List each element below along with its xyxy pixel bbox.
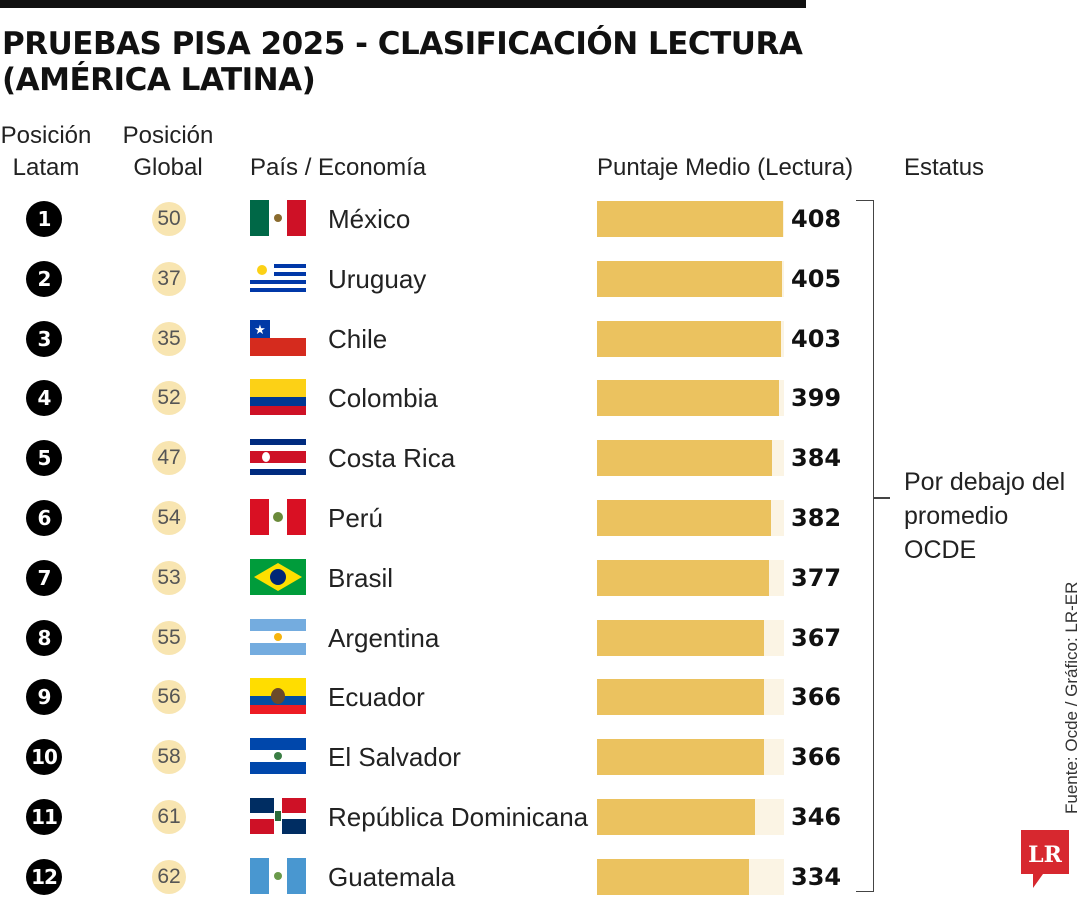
- colombia-flag: [250, 379, 306, 416]
- lr-logo: LR: [1021, 830, 1069, 888]
- svg-text:★: ★: [254, 322, 266, 337]
- rank-global-badge: 58: [152, 740, 186, 775]
- score-value: 384: [791, 444, 842, 473]
- country-name: Colombia: [328, 383, 438, 414]
- table-row: 1 50 México 408: [0, 199, 880, 239]
- chile-flag: ★: [250, 319, 306, 356]
- header-posicion-latam: Posición Latam: [0, 122, 92, 181]
- mexico-flag: [250, 200, 306, 236]
- rank-global-badge: 56: [152, 680, 186, 715]
- score-bar: [597, 380, 779, 417]
- table-row: 12 62 Guatemala 334: [0, 857, 880, 897]
- score-value: 399: [791, 384, 842, 413]
- table-row: 11 61 República Dominicana 346: [0, 797, 880, 837]
- el-salvador-flag: [250, 738, 306, 775]
- republica-dominicana-flag: [250, 798, 306, 834]
- score-value: 405: [791, 264, 842, 293]
- country-name: Costa Rica: [328, 443, 456, 474]
- rank-latam-badge: 3: [26, 320, 62, 357]
- score-bar: [597, 739, 764, 776]
- rank-latam-badge: 5: [26, 440, 62, 477]
- rank-latam-badge: 1: [26, 201, 62, 237]
- rank-global-badge: 54: [152, 501, 186, 535]
- header-puntaje: Puntaje Medio (Lectura): [597, 154, 854, 181]
- country-name: Guatemala: [328, 861, 456, 892]
- score-bar: [597, 260, 782, 297]
- table-row: 6 54 Perú 382: [0, 498, 880, 538]
- rank-global-badge: 62: [152, 859, 186, 894]
- peru-flag: [250, 499, 306, 535]
- table-row: 2 37 Uruguay 405: [0, 259, 880, 299]
- score-bar: [597, 559, 769, 596]
- score-bar: [597, 858, 750, 895]
- rank-latam-badge: 11: [26, 799, 62, 835]
- rank-latam-badge: 12: [26, 858, 62, 895]
- country-name: Perú: [328, 503, 383, 533]
- country-name: República Dominicana: [328, 802, 589, 832]
- rank-latam-badge: 6: [26, 500, 62, 536]
- score-value: 366: [791, 683, 842, 712]
- argentina-flag: [250, 618, 306, 655]
- score-bar: [597, 679, 764, 716]
- score-value: 367: [791, 623, 842, 652]
- guatemala-flag: [250, 857, 306, 894]
- table-row: 4 52 Colombia 399: [0, 378, 880, 418]
- table-row: 10 58 El Salvador 366: [0, 737, 880, 777]
- rank-latam-badge: 9: [26, 679, 62, 716]
- rank-latam-badge: 10: [26, 739, 62, 776]
- score-value: 366: [791, 743, 842, 772]
- score-value: 334: [791, 862, 842, 891]
- table-row: 9 56 Ecuador 366: [0, 677, 880, 717]
- score-value: 377: [791, 563, 842, 592]
- rank-global-badge: 52: [152, 381, 186, 416]
- status-label: Por debajo del promedio OCDE: [904, 468, 1066, 564]
- table-row: 5 47 Costa Rica 384: [0, 438, 880, 478]
- uruguay-flag: [250, 259, 306, 296]
- country-name: Argentina: [328, 622, 440, 653]
- rank-global-badge: 35: [152, 321, 186, 356]
- rank-global-badge: 53: [152, 560, 186, 595]
- rank-global-badge: 47: [152, 441, 186, 476]
- score-value: 382: [791, 504, 842, 532]
- costa-rica-flag: [250, 439, 306, 476]
- table-row: 7 53 Brasil 377: [0, 558, 880, 598]
- top-rule: [0, 0, 806, 8]
- score-value: 408: [791, 205, 842, 233]
- table-row: 8 55 Argentina 367: [0, 618, 880, 658]
- country-name: Ecuador: [328, 682, 425, 713]
- rank-latam-badge: 7: [26, 559, 62, 596]
- lr-logo-text: LR: [1028, 842, 1062, 868]
- score-bar: [597, 619, 765, 656]
- score-bar: [597, 201, 784, 237]
- rank-global-badge: 37: [152, 261, 186, 296]
- country-name: Chile: [328, 323, 388, 354]
- score-value: 403: [791, 324, 842, 353]
- rank-latam-badge: 8: [26, 619, 62, 656]
- country-name: Brasil: [328, 562, 394, 593]
- ecuador-flag: [250, 678, 306, 715]
- rank-global-badge: 55: [152, 620, 186, 655]
- score-value: 346: [791, 803, 842, 831]
- table-row: 3 35 ★ Chile 403: [0, 319, 880, 359]
- rank-global-badge: 61: [152, 800, 186, 834]
- rank-latam-badge: 2: [26, 260, 62, 297]
- chart-title: PRUEBAS PISA 2025 - CLASIFICACIÓN LECTUR…: [2, 26, 803, 98]
- score-bar: [597, 799, 755, 835]
- rank-latam-badge: 4: [26, 380, 62, 417]
- source-credit: Fuente: Ocde / Gráfico: LR-ER: [1062, 581, 1080, 814]
- header-estatus: Estatus: [904, 154, 985, 181]
- score-bar: [597, 500, 772, 536]
- country-name: El Salvador: [328, 742, 461, 773]
- country-name: México: [328, 204, 411, 234]
- country-name: Uruguay: [328, 263, 427, 294]
- score-bar: [597, 320, 781, 357]
- header-posicion-global: Posición Global: [122, 122, 214, 181]
- status-bracket: [856, 200, 874, 892]
- brasil-flag: [250, 558, 306, 595]
- rank-global-badge: 50: [152, 202, 186, 236]
- status-bracket-tick: [874, 497, 890, 499]
- header-pais: País / Economía: [250, 154, 427, 181]
- score-bar: [597, 440, 773, 477]
